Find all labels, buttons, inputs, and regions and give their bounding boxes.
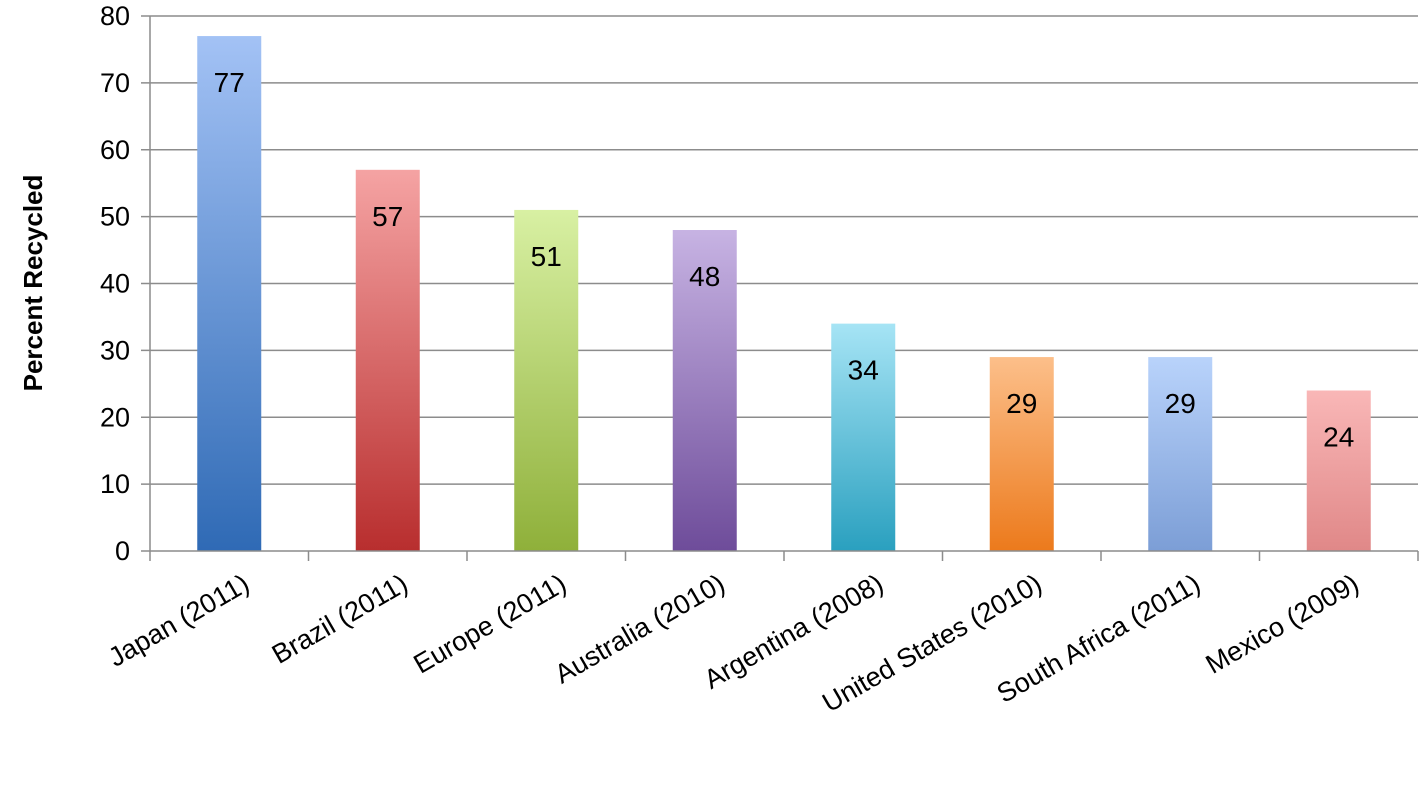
- data-label: 77: [214, 67, 245, 98]
- bar-mexico-2009: [1306, 390, 1371, 551]
- value-labels: 77 57 51 48 34 29 29 24: [214, 67, 1355, 452]
- bars: [197, 36, 1371, 551]
- y-tick-label: 30: [100, 335, 130, 365]
- bar-japan-2011: [197, 36, 262, 551]
- x-tick-labels: Japan (2011) Brazil (2011)Europe (2011)Au…: [103, 568, 1364, 718]
- bar-south-africa-2011: [1148, 357, 1213, 551]
- y-tick-label: 50: [100, 202, 130, 232]
- x-tick-label: Europe (2011): [408, 568, 571, 679]
- gridlines: [150, 15, 1418, 485]
- y-tick-labels: 0 10 20 30 40 50 60 70 80: [100, 1, 130, 566]
- y-tick-label: 60: [100, 135, 130, 165]
- data-label: 34: [848, 355, 879, 386]
- data-label: 57: [372, 201, 403, 232]
- x-tick-label: Brazil (2011): [267, 568, 413, 670]
- y-tick-label: 10: [100, 469, 130, 499]
- data-label: 29: [1165, 388, 1196, 419]
- bar-united-states-2010: [989, 357, 1054, 551]
- bar-argentina-2008: [831, 323, 896, 551]
- data-label: 51: [531, 241, 562, 272]
- bar-europe-2011: [514, 209, 579, 551]
- y-tick-label: 0: [115, 536, 130, 566]
- y-tick-label: 70: [100, 68, 130, 98]
- y-tick-label: 40: [100, 269, 130, 299]
- axes: [141, 15, 1419, 561]
- data-label: 29: [1006, 388, 1037, 419]
- bar-australia-2010: [672, 230, 737, 551]
- data-label: 24: [1323, 422, 1354, 453]
- x-tick-label: Mexico (2009): [1201, 568, 1364, 680]
- data-label: 48: [689, 261, 720, 292]
- y-axis-title: Percent Recycled: [18, 175, 48, 392]
- bar-brazil-2011: [355, 169, 420, 551]
- y-tick-label: 80: [100, 1, 130, 31]
- x-tick-label: Japan (2011): [103, 568, 254, 673]
- y-tick-label: 20: [100, 402, 130, 432]
